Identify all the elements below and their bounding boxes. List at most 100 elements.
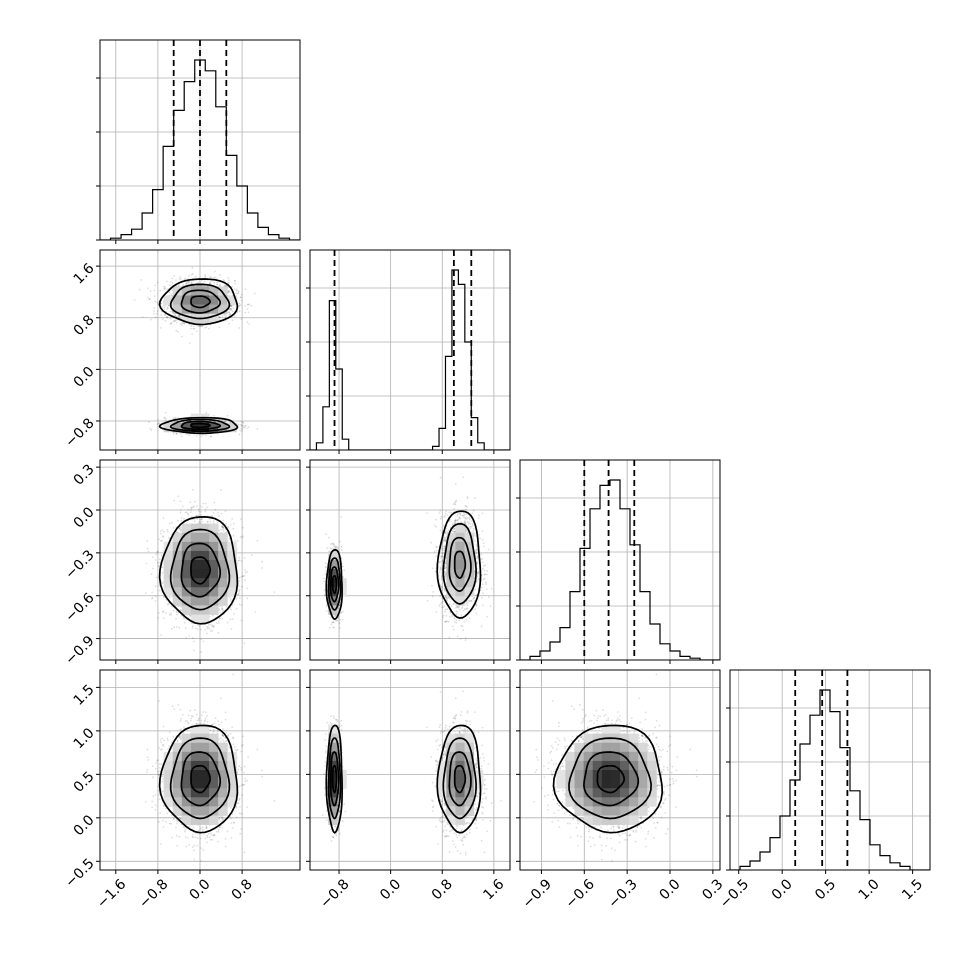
scatter-point [204,508,207,511]
scatter-point [188,434,191,436]
plot-area [310,250,510,450]
scatter-point [164,411,167,414]
scatter-point [187,280,190,283]
scatter-point [201,325,204,328]
scatter-point [169,317,172,320]
scatter-point [219,611,222,614]
scatter-point [217,631,220,634]
scatter-point [246,427,249,430]
scatter-point [225,531,228,533]
scatter-point [159,540,162,542]
scatter-point [206,626,208,628]
scatter-point [211,515,213,517]
scatter-point [243,642,246,645]
pair-panel-2-0: −0.9−0.6−0.30.00.3 [62,459,301,668]
scatter-point [221,528,224,531]
scatter-point [233,612,235,615]
scatter-point [182,617,185,619]
scatter-point [150,318,152,321]
scatter-point [230,308,233,310]
scatter-point [230,305,232,307]
scatter-point [179,528,182,531]
scatter-point [218,326,221,329]
scatter-point [209,282,211,284]
scatter-point [200,325,203,328]
density-cell [218,422,228,433]
histogram-panel-1 [306,249,511,454]
density-cell [163,422,174,433]
scatter-point [238,327,241,329]
scatter-point [212,522,215,524]
scatter-point [163,308,166,310]
contour-level [158,278,239,326]
scatter-point [238,556,241,559]
scatter-point [237,593,239,596]
density-cell [172,304,183,315]
scatter-point [152,567,154,570]
scatter-point [246,587,249,590]
scatter-point [194,500,196,503]
scatter-point [234,282,237,285]
scatter-point [149,290,152,293]
scatter-point [227,290,230,293]
scatter-point [195,285,198,287]
contour-level [190,422,211,429]
scatter-point [180,519,183,522]
scatter-point [154,300,157,303]
scatter-point [165,612,168,614]
scatter-point [204,502,207,505]
scatter-point [169,284,172,287]
scatter-point [210,623,212,626]
scatter-point [227,281,230,284]
scatter-point [150,573,153,575]
scatter-point [230,307,232,310]
scatter-point [190,327,192,330]
scatter-point [187,508,190,511]
scatter-point [208,627,211,630]
scatter-point [199,628,202,631]
scatter-point [195,275,197,278]
scatter-point [146,287,149,290]
scatter-point [177,314,180,317]
scatter-point [229,618,232,621]
scatter-point [178,314,180,317]
scatter-point [193,505,195,508]
axis-frame [309,249,511,451]
scatter-point [174,320,176,322]
x-tick-label: 0.5 [812,876,839,903]
scatter-point [173,626,176,629]
scatter-point [147,296,149,299]
scatter-point [170,605,173,608]
scatter-point [256,428,259,430]
scatter-point [212,626,215,628]
scatter-point [159,289,162,292]
scatter-point [218,609,221,612]
y-tick-label: 1.6 [71,260,98,287]
scatter-point [160,314,163,316]
density-cell [209,295,219,305]
scatter-point [200,651,203,653]
scatter-point [203,280,206,283]
scatter-point [168,291,171,294]
scatter-point [221,525,224,527]
scatter-point [273,591,276,593]
scatter-point [218,529,221,532]
x-tick-label: 1.0 [856,876,883,903]
density-cell [172,422,183,433]
scatter-point [200,279,203,282]
plot-area [100,250,300,450]
scatter-point [174,314,177,317]
scatter-point [209,520,212,523]
scatter-point [195,330,198,332]
scatter-point [180,609,182,611]
scatter-point [233,522,235,525]
scatter-point [240,427,243,430]
scatter-point [241,585,243,588]
scatter-point [169,323,172,325]
scatter-point [166,288,169,290]
scatter-point [166,603,169,606]
scatter-point [209,435,212,438]
scatter-point [158,589,161,592]
axis-frame [729,669,931,871]
scatter-point [228,311,230,314]
